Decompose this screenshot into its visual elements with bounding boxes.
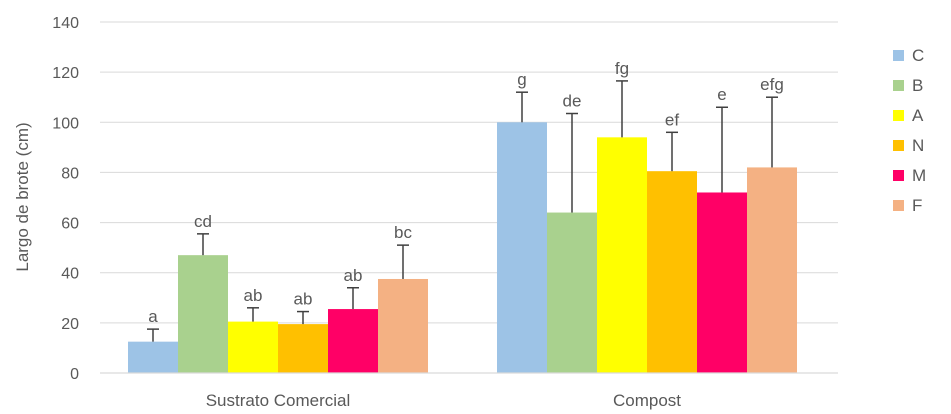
y-axis-label: Largo de brote (cm) bbox=[13, 122, 32, 271]
legend-swatch bbox=[893, 170, 904, 181]
bar bbox=[328, 309, 378, 373]
significance-letter: ab bbox=[294, 290, 313, 309]
bar bbox=[228, 321, 278, 373]
legend-swatch bbox=[893, 140, 904, 151]
significance-letter: a bbox=[148, 307, 158, 326]
category-labels: Sustrato Comercial Compost bbox=[206, 391, 682, 410]
legend-label: C bbox=[912, 46, 924, 65]
significance-letter: ef bbox=[665, 110, 679, 129]
bar bbox=[697, 192, 747, 373]
significance-letter: ab bbox=[344, 266, 363, 285]
y-tick-label: 20 bbox=[61, 316, 79, 333]
legend-swatch bbox=[893, 110, 904, 121]
significance-letter: g bbox=[517, 70, 526, 89]
x-category-label: Compost bbox=[613, 391, 681, 410]
bar bbox=[597, 137, 647, 373]
legend-label: M bbox=[912, 166, 926, 185]
bar bbox=[497, 122, 547, 374]
y-tick-label: 0 bbox=[70, 366, 79, 383]
legend-label: A bbox=[912, 106, 924, 125]
bar bbox=[547, 212, 597, 373]
error-bars bbox=[147, 80, 778, 342]
bars bbox=[128, 122, 797, 374]
significance-letter: ab bbox=[244, 286, 263, 305]
legend-swatch bbox=[893, 80, 904, 91]
x-category-label: Sustrato Comercial bbox=[206, 391, 351, 410]
bar bbox=[278, 324, 328, 373]
y-tick-label: 60 bbox=[61, 216, 79, 233]
legend-label: F bbox=[912, 196, 922, 215]
significance-letter: de bbox=[563, 92, 582, 111]
significance-letter: bc bbox=[394, 223, 412, 242]
bar bbox=[647, 171, 697, 373]
legend-label: B bbox=[912, 76, 923, 95]
significance-letter: fg bbox=[615, 59, 629, 78]
significance-letter: efg bbox=[760, 75, 784, 94]
legend-label: N bbox=[912, 136, 924, 155]
y-tick-label: 100 bbox=[52, 115, 79, 132]
bar bbox=[378, 278, 428, 373]
significance-letters: a g cd de ab fg ab ef ab e bc efg bbox=[148, 59, 784, 326]
bar bbox=[128, 341, 178, 373]
bar bbox=[178, 255, 228, 373]
y-tick-label: 40 bbox=[61, 266, 79, 283]
y-axis-ticks: 0 20 40 60 80 100 120 140 bbox=[52, 15, 79, 383]
legend-swatch bbox=[893, 200, 904, 211]
y-tick-label: 140 bbox=[52, 15, 79, 32]
legend-swatch bbox=[893, 50, 904, 61]
significance-letter: cd bbox=[194, 212, 212, 231]
y-tick-label: 80 bbox=[61, 165, 79, 182]
significance-letter: e bbox=[717, 85, 726, 104]
y-tick-label: 120 bbox=[52, 65, 79, 82]
bar bbox=[747, 167, 797, 373]
